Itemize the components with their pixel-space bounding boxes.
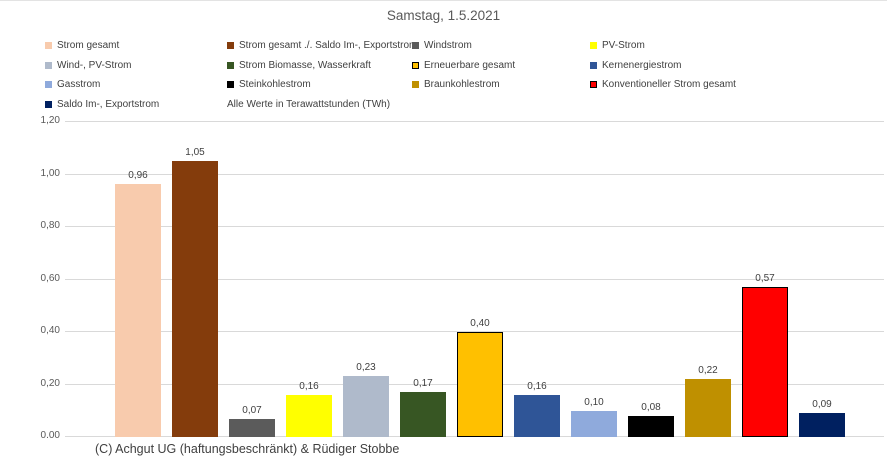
legend-item-label: Erneuerbare gesamt [424, 59, 516, 71]
bar [685, 379, 731, 437]
legend-item: Gasstrom [45, 78, 227, 91]
bar-value-label: 0,09 [812, 399, 832, 411]
gridline [65, 331, 884, 332]
y-tick-label: 1,00 [40, 167, 60, 179]
bar-group: 0,57 [742, 273, 788, 437]
legend-item-label: Strom gesamt ./. Saldo Im-, Exportstrom [239, 40, 418, 51]
legend-swatch [227, 42, 234, 49]
legend-item: PV-Strom [590, 39, 887, 52]
bar-value-label: 0,23 [356, 362, 376, 374]
bar-value-label: 0,17 [413, 378, 433, 390]
y-tick-label: 1,20 [40, 115, 60, 126]
legend-item: Strom gesamt ./. Saldo Im-, Exportstrom [227, 39, 417, 52]
legend-item-label: PV-Strom [602, 40, 645, 51]
bar-group: 0,40 [457, 318, 503, 437]
legend-item: Kernenergiestrom [590, 59, 887, 72]
legend-swatch [227, 61, 234, 69]
bar-group: 0,23 [343, 362, 389, 437]
copyright-footer: (C) Achgut UG (haftungsbeschränkt) & Rüd… [95, 442, 400, 456]
legend-item: Konventioneller Strom gesamt [590, 78, 887, 91]
bar [742, 286, 788, 437]
legend-item: Strom gesamt [45, 39, 227, 52]
y-axis-labels: 0,00 0,20 0,40 0,60 0,80 1,00 1,20 [0, 101, 60, 438]
bar-group: 0,16 [514, 381, 560, 437]
legend-item-label: Braunkohlestrom [424, 79, 500, 90]
bar [115, 184, 161, 437]
bar-value-label: 1,05 [185, 146, 205, 158]
gridline [65, 121, 884, 122]
y-tick-label: 0,00 [40, 430, 60, 438]
bar-group: 0,17 [400, 378, 446, 437]
unit-note: Alle Werte in Terawattstunden (TWh) [227, 98, 391, 110]
bar-value-label: 0,10 [584, 396, 604, 408]
bar-group: 0,09 [799, 399, 845, 437]
bar [400, 392, 446, 437]
bar-group: 0,10 [571, 397, 617, 437]
bar [172, 160, 218, 437]
legend-item-label: Wind-, PV-Strom [57, 59, 132, 71]
chart-legend: Strom gesamt Strom gesamt ./. Saldo Im-, … [45, 39, 887, 117]
legend-swatch [412, 42, 419, 49]
bar [799, 413, 845, 437]
bar-value-label: 0,16 [527, 380, 547, 392]
legend-swatch [590, 42, 597, 49]
legend-swatch [45, 61, 52, 69]
chart-title: Samstag, 1.5.2021 [386, 8, 501, 23]
legend-swatch [45, 42, 52, 49]
bar-group: 1,05 [172, 146, 218, 437]
bar-value-label: 0,16 [299, 380, 319, 392]
bar [343, 376, 389, 437]
legend-item: Windstrom [412, 39, 590, 52]
legend-item: Braunkohlestrom [412, 78, 590, 91]
bar [514, 394, 560, 437]
legend-swatch [227, 81, 234, 88]
legend-swatch [590, 81, 597, 88]
bar-value-label: 0,96 [128, 170, 148, 182]
bar [229, 418, 275, 437]
gridline [65, 226, 884, 227]
legend-item-label: Strom Biomasse, Wasserkraft [239, 59, 371, 71]
bar [571, 410, 617, 437]
bar-group: 0,22 [685, 365, 731, 437]
legend-swatch [45, 81, 52, 88]
gridline [65, 278, 884, 280]
bar-group: 0,16 [286, 381, 332, 437]
legend-item-label: Windstrom [424, 40, 472, 51]
legend-swatch [412, 81, 419, 88]
bar-value-label: 0,07 [242, 404, 262, 416]
gridline [65, 173, 884, 175]
bar-value-label: 0,57 [755, 272, 775, 284]
bar-group: 0,08 [628, 402, 674, 437]
legend-swatch [590, 61, 597, 69]
bar-group: 0,96 [115, 170, 161, 437]
y-tick-label: 0,60 [40, 272, 60, 284]
bar-value-label: 0,22 [698, 365, 718, 377]
plot-area: 0,96 1,05 0,07 0,16 0,23 0,17 0,40 0,16 0,10 0,08… [65, 121, 884, 437]
bar [628, 415, 674, 437]
legend-item: Erneuerbare gesamt [412, 59, 590, 72]
legend-item-label: Strom gesamt [57, 40, 120, 51]
bar-value-label: 0,40 [470, 317, 490, 329]
legend-item: Wind-, PV-Strom [45, 59, 227, 72]
legend-item: Strom Biomasse, Wasserkraft [227, 59, 412, 72]
legend-item-label: Saldo Im-, Exportstrom [57, 98, 160, 110]
bar [286, 394, 332, 437]
bar [457, 331, 503, 437]
legend-item: Saldo Im-, Exportstrom [45, 98, 227, 111]
y-tick-label: 0,80 [40, 220, 60, 231]
legend-swatch [412, 61, 419, 69]
bar-group: 0,07 [229, 405, 275, 437]
legend-swatch [45, 100, 52, 108]
legend-item-label: Steinkohlestrom [239, 79, 311, 90]
legend-item-label: Gasstrom [57, 79, 101, 90]
bars-container: 0,96 1,05 0,07 0,16 0,23 0,17 0,40 0,16 0,10 0,08… [115, 146, 845, 437]
bar-value-label: 0,08 [641, 401, 661, 413]
y-tick-label: 0,40 [40, 325, 60, 336]
legend-item-label: Kernenergiestrom [602, 59, 682, 71]
y-tick-label: 0,20 [40, 377, 60, 389]
legend-item: Steinkohlestrom [227, 78, 412, 91]
legend-item-label: Konventioneller Strom gesamt [602, 79, 736, 90]
